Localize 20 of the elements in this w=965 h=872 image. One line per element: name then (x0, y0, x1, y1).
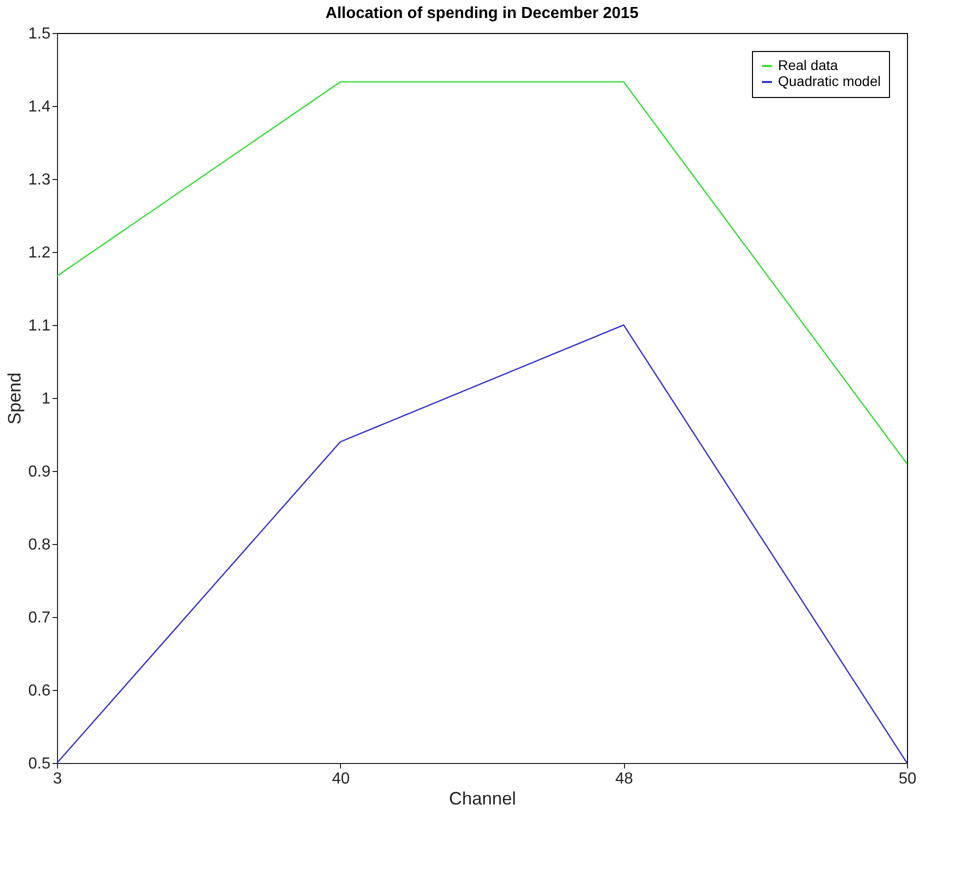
y-tick-label: 1.1 (28, 318, 51, 334)
x-axis-title: Channel (448, 788, 516, 808)
chart-title: Allocation of spending in December 2015 (326, 5, 639, 22)
y-tick-label: 0.6 (28, 682, 51, 700)
x-tick-label: 40 (332, 770, 350, 788)
y-tick-label: 1.2 (28, 244, 51, 262)
y-tick-label: 0.5 (28, 756, 51, 772)
legend-label: Real data (778, 57, 838, 73)
y-tick-label: 1.4 (28, 98, 51, 116)
x-tick-label: 3 (53, 770, 62, 788)
y-tick-label: 0.8 (28, 536, 51, 554)
x-tick-label: 48 (615, 770, 634, 788)
y-tick-label: 1 (42, 390, 51, 408)
legend-label: Quadratic model (778, 73, 881, 89)
y-tick-label: 1.5 (28, 26, 51, 42)
x-tick-label: 50 (898, 770, 916, 788)
y-tick-label: 0.7 (28, 610, 51, 626)
y-axis-title: Spend (4, 372, 24, 425)
y-tick-label: 0.9 (28, 464, 51, 480)
y-tick-label: 1.3 (28, 172, 51, 188)
